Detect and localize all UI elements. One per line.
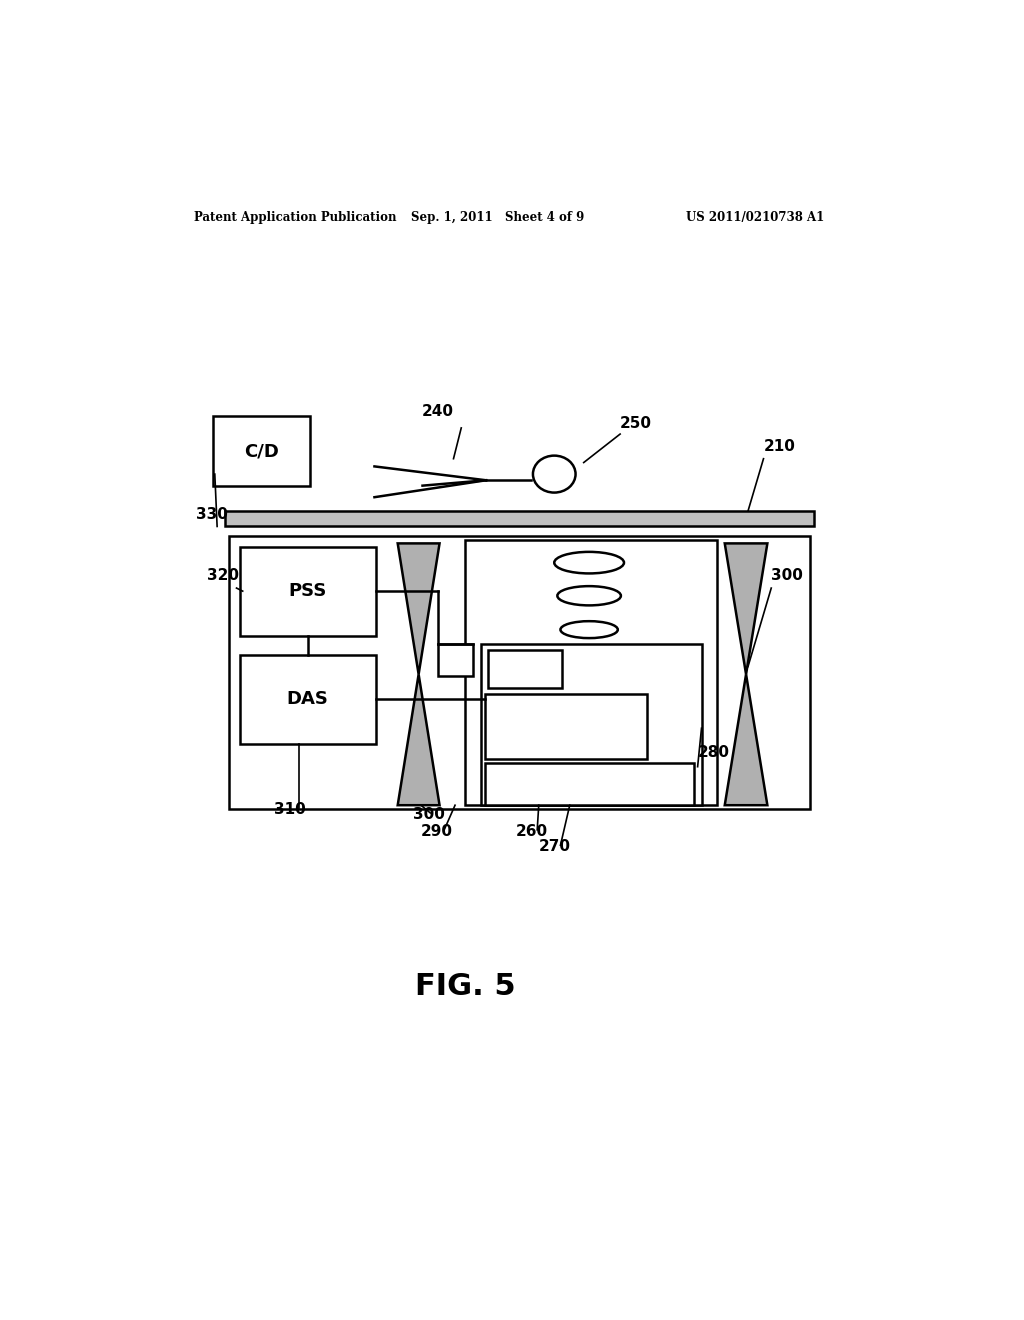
Text: Sep. 1, 2011   Sheet 4 of 9: Sep. 1, 2011 Sheet 4 of 9 [411,211,584,224]
Bar [241,655,376,743]
Ellipse shape [554,552,624,573]
Bar [438,644,473,676]
Text: DAS: DAS [287,690,329,708]
Bar [228,536,810,809]
Text: 210: 210 [764,440,796,454]
Bar [484,693,647,759]
Text: 280: 280 [697,746,730,760]
Ellipse shape [557,586,621,606]
Polygon shape [397,544,439,675]
Text: Patent Application Publication: Patent Application Publication [194,211,396,224]
Text: 260: 260 [515,824,548,840]
Polygon shape [725,675,767,805]
Text: 250: 250 [621,416,652,430]
Text: FIG. 5: FIG. 5 [415,972,515,1001]
Bar [488,649,562,688]
Bar [480,644,701,805]
Text: 320: 320 [207,569,239,583]
Text: 290: 290 [421,824,453,840]
Text: 240: 240 [422,404,454,420]
Text: 330: 330 [197,507,228,521]
Bar [225,511,814,527]
Text: 300: 300 [414,807,445,822]
Bar [465,540,717,805]
Polygon shape [725,544,767,675]
Text: US 2011/0210738 A1: US 2011/0210738 A1 [686,211,824,224]
Text: 300: 300 [771,569,803,583]
Bar [241,548,376,636]
Ellipse shape [532,455,575,492]
Text: 270: 270 [539,840,570,854]
Bar [213,416,310,486]
Polygon shape [397,675,439,805]
Text: PSS: PSS [289,582,327,601]
Text: C/D: C/D [244,442,279,459]
Text: 310: 310 [273,803,305,817]
Ellipse shape [560,622,617,638]
Bar [484,763,693,805]
